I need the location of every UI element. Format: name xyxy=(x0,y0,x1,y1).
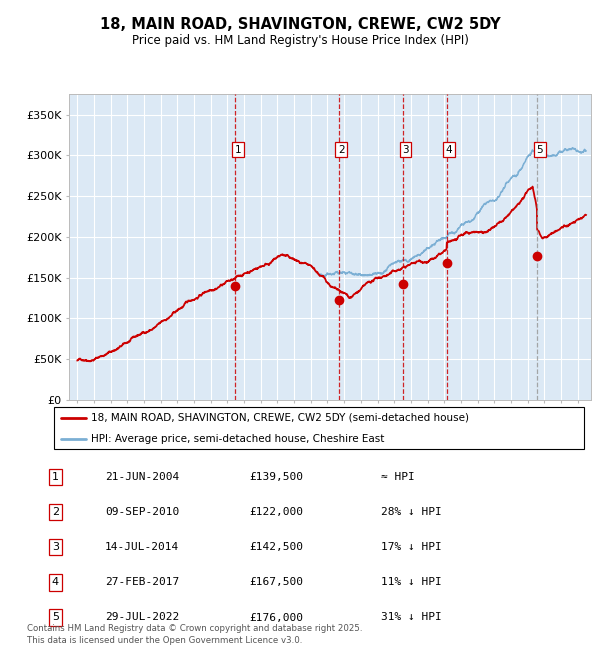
Text: £142,500: £142,500 xyxy=(249,542,303,552)
Text: 09-SEP-2010: 09-SEP-2010 xyxy=(105,507,179,517)
Text: 17% ↓ HPI: 17% ↓ HPI xyxy=(381,542,442,552)
Text: 4: 4 xyxy=(52,577,59,588)
Text: HPI: Average price, semi-detached house, Cheshire East: HPI: Average price, semi-detached house,… xyxy=(91,434,385,444)
Text: £176,000: £176,000 xyxy=(249,612,303,623)
Text: £122,000: £122,000 xyxy=(249,507,303,517)
Text: 29-JUL-2022: 29-JUL-2022 xyxy=(105,612,179,623)
Text: ≈ HPI: ≈ HPI xyxy=(381,472,415,482)
Text: Price paid vs. HM Land Registry's House Price Index (HPI): Price paid vs. HM Land Registry's House … xyxy=(131,34,469,47)
Text: 3: 3 xyxy=(402,145,409,155)
Text: 31% ↓ HPI: 31% ↓ HPI xyxy=(381,612,442,623)
Text: 5: 5 xyxy=(52,612,59,623)
Text: £167,500: £167,500 xyxy=(249,577,303,588)
Text: 1: 1 xyxy=(52,472,59,482)
Text: 21-JUN-2004: 21-JUN-2004 xyxy=(105,472,179,482)
Text: 27-FEB-2017: 27-FEB-2017 xyxy=(105,577,179,588)
Text: 11% ↓ HPI: 11% ↓ HPI xyxy=(381,577,442,588)
Text: 3: 3 xyxy=(52,542,59,552)
Text: 1: 1 xyxy=(235,145,241,155)
Text: Contains HM Land Registry data © Crown copyright and database right 2025.
This d: Contains HM Land Registry data © Crown c… xyxy=(27,624,362,645)
Text: 18, MAIN ROAD, SHAVINGTON, CREWE, CW2 5DY (semi-detached house): 18, MAIN ROAD, SHAVINGTON, CREWE, CW2 5D… xyxy=(91,413,469,422)
FancyBboxPatch shape xyxy=(53,408,584,449)
Text: 18, MAIN ROAD, SHAVINGTON, CREWE, CW2 5DY: 18, MAIN ROAD, SHAVINGTON, CREWE, CW2 5D… xyxy=(100,17,500,32)
Text: 5: 5 xyxy=(536,145,543,155)
Text: 4: 4 xyxy=(446,145,452,155)
Text: 28% ↓ HPI: 28% ↓ HPI xyxy=(381,507,442,517)
Text: £139,500: £139,500 xyxy=(249,472,303,482)
Text: 2: 2 xyxy=(338,145,344,155)
Text: 2: 2 xyxy=(52,507,59,517)
Text: 14-JUL-2014: 14-JUL-2014 xyxy=(105,542,179,552)
